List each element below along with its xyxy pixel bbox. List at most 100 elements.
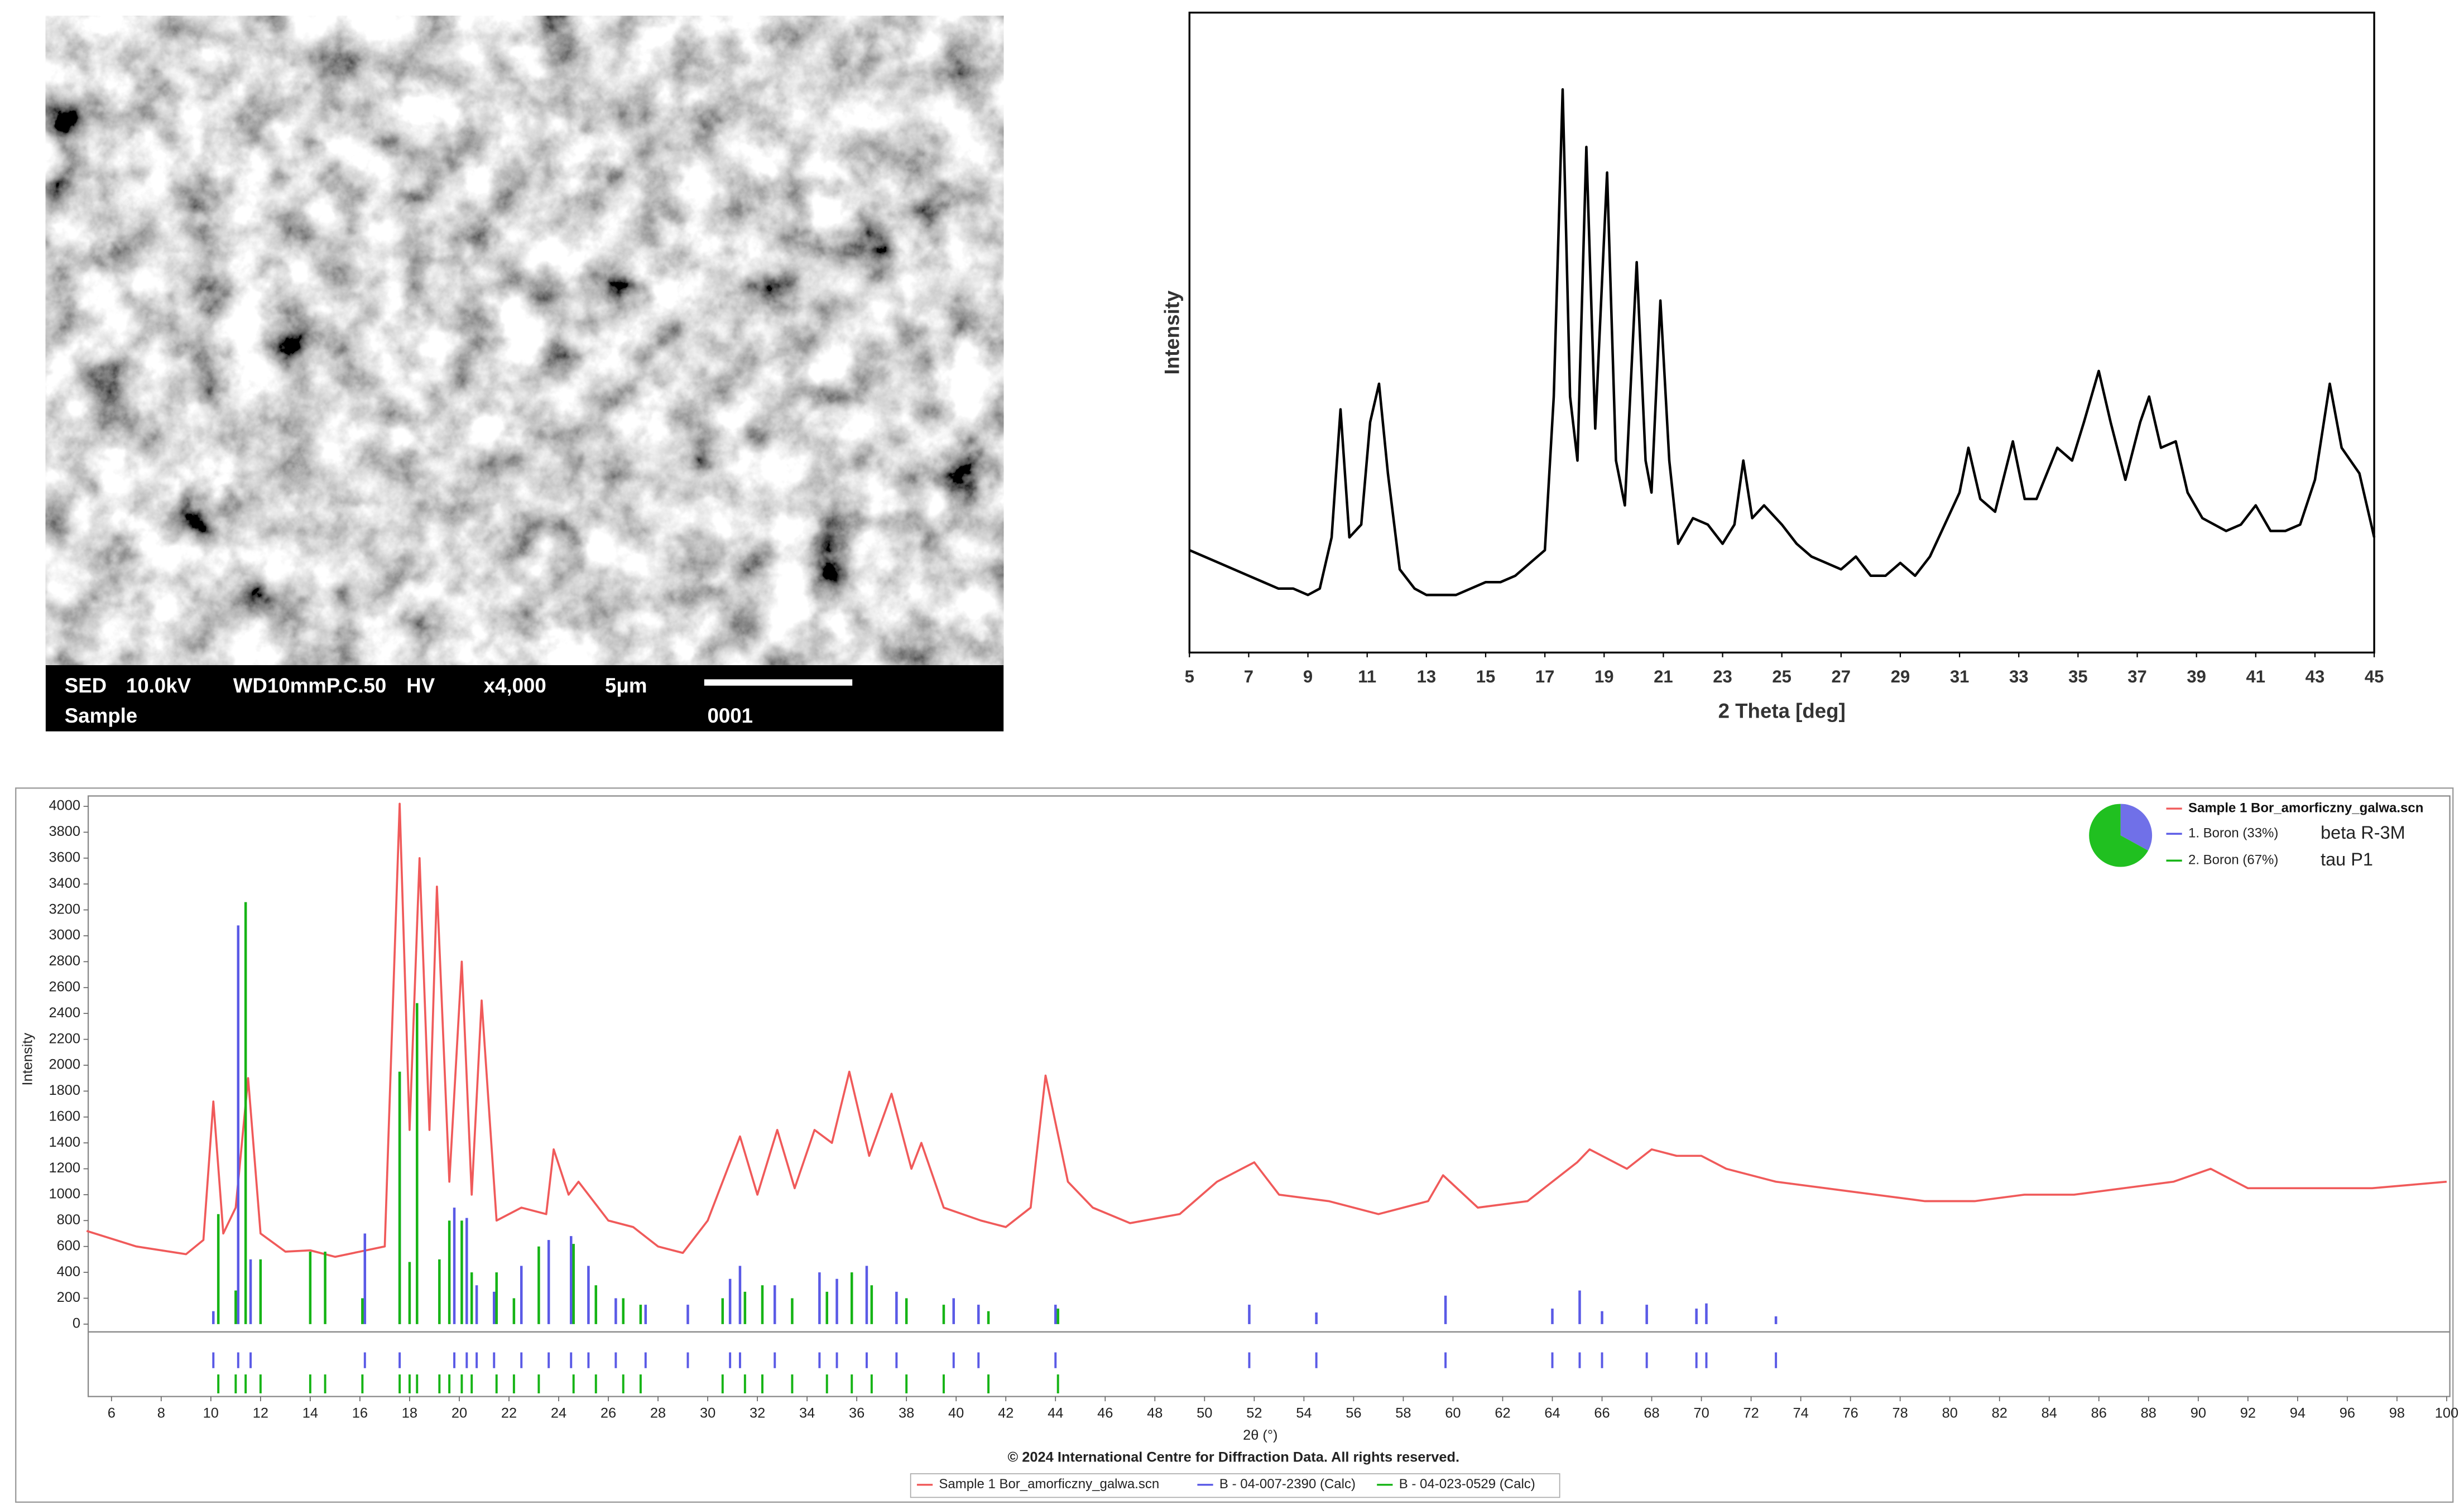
x-tick-label: 24: [551, 1405, 566, 1421]
x-tick-label: 45: [2365, 667, 2384, 686]
pie-slice: [2089, 804, 2149, 867]
x-tick-label: 82: [1992, 1405, 2007, 1421]
sem-micrograph: [45, 16, 1004, 665]
x-tick-label: 100: [2435, 1405, 2458, 1421]
sem-label: SED: [65, 674, 107, 697]
x-tick-label: 56: [1346, 1405, 1361, 1421]
x-tick-label: 22: [501, 1405, 517, 1421]
x-tick-label: 34: [799, 1405, 815, 1421]
x-tick-label: 94: [2290, 1405, 2306, 1421]
bottom-legend-box: [910, 1473, 1560, 1498]
x-tick-label: 26: [601, 1405, 616, 1421]
x-tick-label: 96: [2340, 1405, 2355, 1421]
x-tick-label: 28: [650, 1405, 666, 1421]
x-tick-label: 16: [352, 1405, 368, 1421]
x-tick-label: 92: [2240, 1405, 2256, 1421]
x-tick-label: 33: [2009, 667, 2029, 686]
x-tick-label: 68: [1644, 1405, 1659, 1421]
x-tick-label: 42: [998, 1405, 1014, 1421]
phase-note: tau P1: [2321, 849, 2373, 869]
x-tick-label: 41: [2246, 667, 2266, 686]
x-tick-label: 46: [1097, 1405, 1113, 1421]
x-tick-label: 29: [1891, 667, 1910, 686]
y-tick-label: 600: [57, 1238, 80, 1253]
y-tick-label: 1000: [49, 1186, 80, 1202]
intensity-line: [1189, 88, 2376, 597]
y-tick-label: 3200: [49, 901, 80, 917]
x-tick-label: 84: [2042, 1405, 2057, 1421]
x-tick-label: 17: [1535, 667, 1555, 686]
legend-label: B - 04-023-0529 (Calc): [1399, 1477, 1535, 1492]
x-tick-label: 48: [1147, 1405, 1163, 1421]
y-tick-label: 2200: [49, 1031, 80, 1046]
y-tick-label: 1800: [49, 1083, 80, 1098]
intensity-line: [86, 802, 2447, 1258]
x-axis-label: 2θ (°): [1243, 1427, 1277, 1443]
y-tick-label: 2400: [49, 1005, 80, 1021]
legend-label: 2. Boron (67%): [2188, 853, 2278, 868]
x-tick-label: 5: [1185, 667, 1194, 686]
x-tick-label: 32: [750, 1405, 765, 1421]
x-tick-label: 31: [1950, 667, 1970, 686]
x-tick-label: 40: [948, 1405, 964, 1421]
x-tick-label: 36: [849, 1405, 864, 1421]
x-tick-label: 90: [2191, 1405, 2206, 1421]
x-tick-label: 66: [1594, 1405, 1610, 1421]
x-tick-label: 62: [1495, 1405, 1510, 1421]
x-tick-label: 44: [1048, 1405, 1063, 1421]
x-tick-label: 52: [1246, 1405, 1262, 1421]
legend-label: Sample 1 Bor_amorficzny_galwa.scn: [2188, 800, 2423, 815]
x-tick-label: 13: [1417, 667, 1437, 686]
x-tick-label: 21: [1654, 667, 1673, 686]
x-tick-label: 39: [2187, 667, 2206, 686]
sem-label: 5μm: [605, 674, 647, 697]
y-tick-label: 2800: [49, 953, 80, 969]
x-tick-label: 23: [1713, 667, 1732, 686]
phase-note: beta R-3M: [2321, 823, 2405, 843]
y-tick-label: 1200: [49, 1160, 80, 1176]
sem-label: WD10mmP.C.50: [233, 674, 387, 697]
x-tick-label: 35: [2068, 667, 2088, 686]
x-tick-label: 15: [1476, 667, 1496, 686]
x-tick-label: 14: [302, 1405, 318, 1421]
x-tick-label: 58: [1395, 1405, 1411, 1421]
sem-label: 10.0kV: [126, 674, 191, 697]
xrd-plot-frame: [1188, 11, 2375, 654]
x-tick-label: 19: [1594, 667, 1614, 686]
sem-label: x4,000: [484, 674, 546, 697]
y-tick-label: 1600: [49, 1108, 80, 1124]
x-tick-label: 25: [1772, 667, 1791, 686]
x-tick-label: 20: [452, 1405, 467, 1421]
x-tick-label: 27: [1832, 667, 1851, 686]
sem-label: HV: [406, 674, 435, 697]
legend-label: Sample 1 Bor_amorficzny_galwa.scn: [939, 1477, 1159, 1492]
y-tick-label: 0: [73, 1316, 80, 1331]
x-tick-label: 64: [1544, 1405, 1560, 1421]
x-tick-label: 86: [2091, 1405, 2107, 1421]
y-tick-label: 800: [57, 1212, 80, 1228]
x-tick-label: 38: [899, 1405, 914, 1421]
y-axis-label: Intensity: [1161, 290, 1184, 374]
x-tick-label: 11: [1358, 667, 1376, 686]
pie-slice: [2120, 804, 2153, 851]
y-tick-label: 3400: [49, 876, 80, 891]
x-tick-label: 60: [1445, 1405, 1461, 1421]
legend-label: B - 04-007-2390 (Calc): [1219, 1477, 1356, 1492]
x-tick-label: 7: [1244, 667, 1253, 686]
x-tick-label: 6: [108, 1405, 116, 1421]
y-tick-label: 4000: [49, 798, 80, 814]
x-tick-label: 10: [203, 1405, 219, 1421]
x-tick-label: 9: [1303, 667, 1313, 686]
x-tick-label: 43: [2306, 667, 2325, 686]
x-tick-label: 78: [1893, 1405, 1908, 1421]
x-tick-label: 18: [402, 1405, 417, 1421]
analysis-plot-frame: [87, 795, 2451, 1397]
y-tick-label: 3600: [49, 850, 80, 865]
y-tick-label: 400: [57, 1264, 80, 1280]
sem-label: Sample: [65, 704, 137, 727]
y-tick-label: 2600: [49, 979, 80, 994]
x-axis-label: 2 Theta [deg]: [1718, 699, 1846, 722]
y-tick-label: 1400: [49, 1134, 80, 1150]
